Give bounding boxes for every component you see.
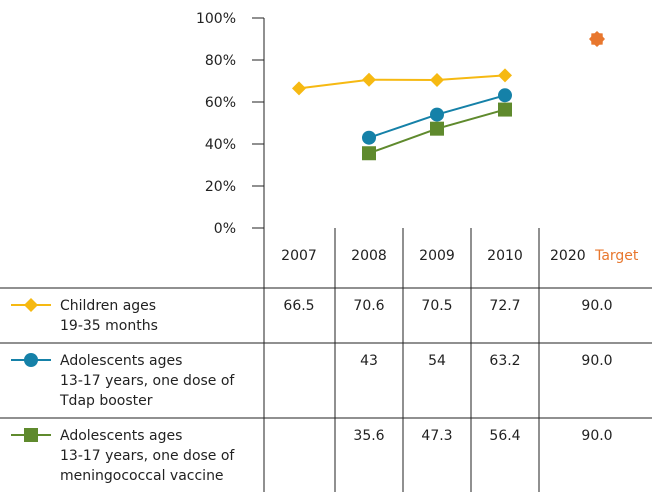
table-cell-value: 56.4 <box>489 428 520 444</box>
legend-label: 19-35 months <box>60 318 158 334</box>
y-tick-label: 100% <box>196 11 236 27</box>
legend-marker-circle <box>24 353 38 367</box>
data-point-diamond <box>430 72 444 87</box>
table-gridlines <box>0 18 652 492</box>
year-label-2008: 2008 <box>351 248 387 264</box>
y-tick-label: 0% <box>214 221 236 237</box>
data-point-circle <box>430 107 444 122</box>
legend-label: Tdap booster <box>59 393 153 409</box>
table-cell-value: 66.5 <box>283 298 314 314</box>
table-cell-value: 43 <box>360 353 378 369</box>
y-axis: 0% 20% 40% 60% 80% 100% <box>196 11 264 237</box>
legend-label: meningococcal vaccine <box>60 468 224 484</box>
data-point-diamond <box>498 68 512 83</box>
target-marker <box>589 31 605 47</box>
data-point-square <box>362 146 376 161</box>
y-tick-label: 40% <box>205 137 236 153</box>
value-cells: 66.5 70.6 70.5 72.7 90.0 43 54 63.2 90.0 35.6 47.3… <box>283 298 612 444</box>
data-point-diamond <box>362 72 376 87</box>
table-cell-value: 70.5 <box>421 298 452 314</box>
legend-table: Children ages 19-35 months Adolescents age… <box>11 298 235 484</box>
data-point-circle <box>498 88 512 103</box>
target-label: Target <box>594 248 639 264</box>
table-cell-value: 54 <box>428 353 446 369</box>
data-point-circle <box>362 130 376 145</box>
table-cell-value: 70.6 <box>353 298 384 314</box>
year-label-2020: 2020 <box>550 248 586 264</box>
year-label-2010: 2010 <box>487 248 523 264</box>
year-label-2007: 2007 <box>281 248 317 264</box>
table-header-row: 2007 2008 2009 2010 2020 Target <box>281 248 639 264</box>
table-cell-value: 35.6 <box>353 428 384 444</box>
series-line-1 <box>298 74 506 90</box>
y-tick-label: 20% <box>205 179 236 195</box>
legend-label: 13-17 years, one dose of <box>60 448 235 464</box>
table-cell-value: 90.0 <box>581 298 612 314</box>
data-point-diamond <box>292 81 306 96</box>
legend-label: Children ages <box>60 298 156 314</box>
data-point-square <box>498 102 512 117</box>
plot-area <box>292 31 605 161</box>
y-tick-label: 80% <box>205 53 236 69</box>
table-cell-value: 47.3 <box>421 428 452 444</box>
legend-marker-square <box>24 428 38 442</box>
legend-label: Adolescents ages <box>60 428 182 444</box>
legend-label: Adolescents ages <box>60 353 182 369</box>
table-cell-value: 90.0 <box>581 353 612 369</box>
table-cell-value: 63.2 <box>489 353 520 369</box>
data-point-square <box>430 121 444 136</box>
year-label-2020-target: 2020 Target <box>550 248 639 264</box>
y-tick-label: 60% <box>205 95 236 111</box>
table-cell-value: 72.7 <box>489 298 520 314</box>
legend-label: 13-17 years, one dose of <box>60 373 235 389</box>
legend-marker-diamond <box>24 298 38 312</box>
year-label-2009: 2009 <box>419 248 455 264</box>
table-cell-value: 90.0 <box>581 428 612 444</box>
